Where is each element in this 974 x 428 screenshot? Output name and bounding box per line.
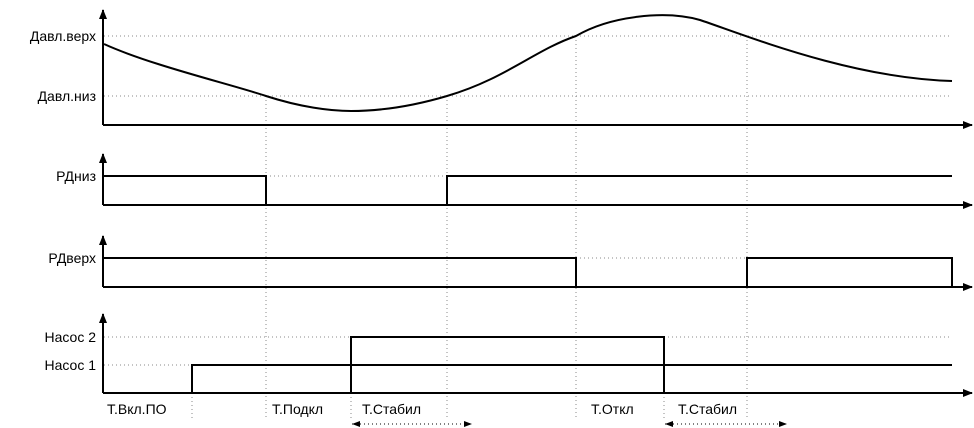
rd-low-signal — [104, 175, 952, 206]
time-labels: Т.Вкл.ПО Т.Подкл Т.Стабил Т.Откл Т.Стаби… — [107, 401, 737, 417]
t-stabil-1-label: Т.Стабил — [362, 401, 421, 417]
rd-high-signal — [104, 257, 953, 288]
t-off-label: Т.Откл — [591, 401, 634, 417]
level-guides — [104, 35, 952, 366]
pump-1-label: Насос 1 — [44, 357, 96, 373]
pump-2-label: Насос 2 — [44, 329, 96, 345]
rd-high-label: РДверх — [48, 250, 96, 266]
t-on-po-label: Т.Вкл.ПО — [107, 401, 167, 417]
rd-low-label: РДниз — [56, 168, 96, 184]
rd-high-panel: РДверх — [48, 235, 973, 291]
t-stabil-2-label: Т.Стабил — [678, 401, 737, 417]
pump-1-signal — [104, 364, 952, 394]
pressure-low-label: Давл.низ — [38, 88, 96, 104]
pump-panel: Насос 2 Насос 1 — [44, 313, 973, 397]
pressure-curve — [103, 14, 953, 113]
pressure-high-label: Давл.верх — [30, 28, 96, 44]
rd-low-panel: РДниз — [56, 153, 973, 209]
pressure-panel: Давл.верх Давл.низ — [30, 9, 973, 129]
pump-2-signal — [350, 336, 665, 393]
t-connect-label: Т.Подкл — [272, 401, 323, 417]
